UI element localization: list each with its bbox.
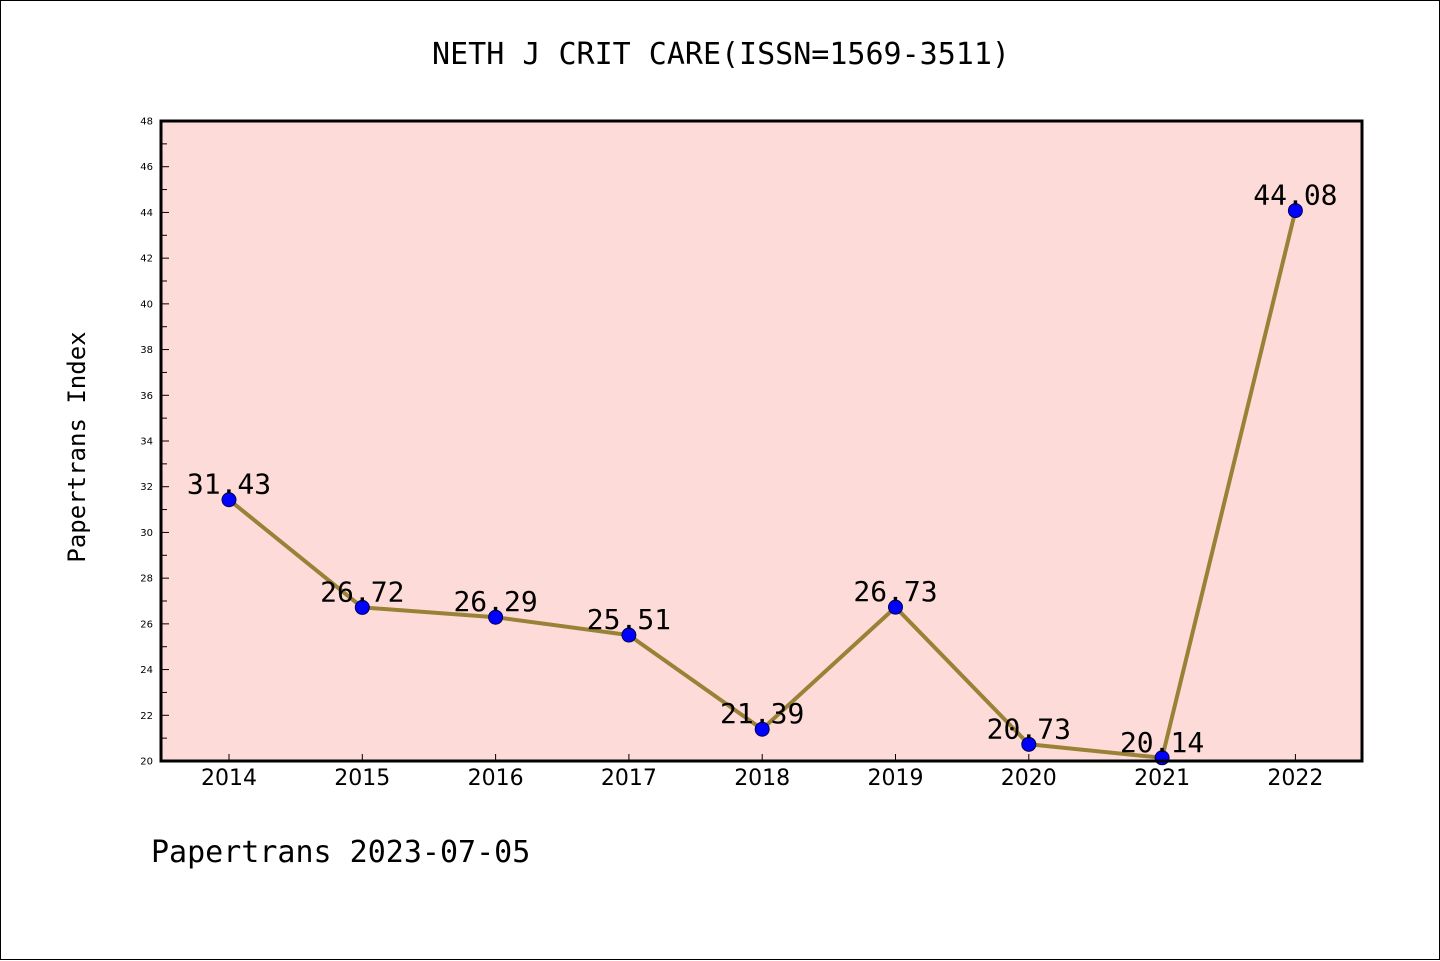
y-tick-label: 34 <box>140 437 153 448</box>
y-tick-label: 40 <box>140 299 153 310</box>
x-tick-label: 2019 <box>868 766 924 791</box>
x-tick-label: 2016 <box>468 766 524 791</box>
data-point <box>354 599 370 615</box>
y-tick-label: 32 <box>140 482 153 493</box>
data-point <box>888 599 903 615</box>
data-point <box>1021 736 1037 752</box>
data-label: 25.51 <box>587 603 671 636</box>
x-tick-label: 2018 <box>734 766 790 791</box>
data-label: 26.72 <box>320 575 404 608</box>
data-point <box>221 492 237 508</box>
data-point <box>754 721 770 737</box>
y-tick-label: 42 <box>140 254 153 265</box>
plot-area-background <box>161 121 1362 761</box>
x-tick-label: 2015 <box>334 766 390 791</box>
data-label: 26.29 <box>453 585 537 618</box>
data-label: 44.08 <box>1253 179 1337 212</box>
footer-date-text: Papertrans 2023-07-05 <box>151 835 531 870</box>
y-tick-label: 48 <box>140 117 153 128</box>
y-tick-label: 22 <box>140 711 153 722</box>
y-tick-label: 36 <box>140 391 153 402</box>
data-label: 20.73 <box>987 712 1071 745</box>
x-tick-label: 2022 <box>1267 766 1323 791</box>
y-tick-label: 20 <box>140 757 153 768</box>
plot-frame <box>159 119 1364 763</box>
y-tick-label: 24 <box>140 665 153 676</box>
data-label: 21.39 <box>720 697 804 730</box>
y-tick-label: 26 <box>140 619 153 630</box>
data-label: 31.43 <box>187 468 271 501</box>
y-tick-label: 44 <box>140 208 153 219</box>
data-label: 26.73 <box>853 575 937 608</box>
y-tick-label: 30 <box>140 528 153 539</box>
chart-title: NETH J CRIT CARE(ISSN=1569-3511) <box>432 37 1010 72</box>
x-tick-label: 2014 <box>201 766 257 791</box>
data-label: 20.14 <box>1120 726 1204 759</box>
y-tick-label: 46 <box>140 162 153 173</box>
x-tick-label: 2021 <box>1134 766 1190 791</box>
x-tick-label: 2020 <box>1001 766 1057 791</box>
data-point <box>488 609 504 625</box>
y-tick-label: 38 <box>140 345 153 356</box>
data-point <box>621 627 637 643</box>
y-tick-label: 28 <box>140 574 153 585</box>
x-tick-label: 2017 <box>601 766 657 791</box>
data-point <box>1287 203 1303 219</box>
